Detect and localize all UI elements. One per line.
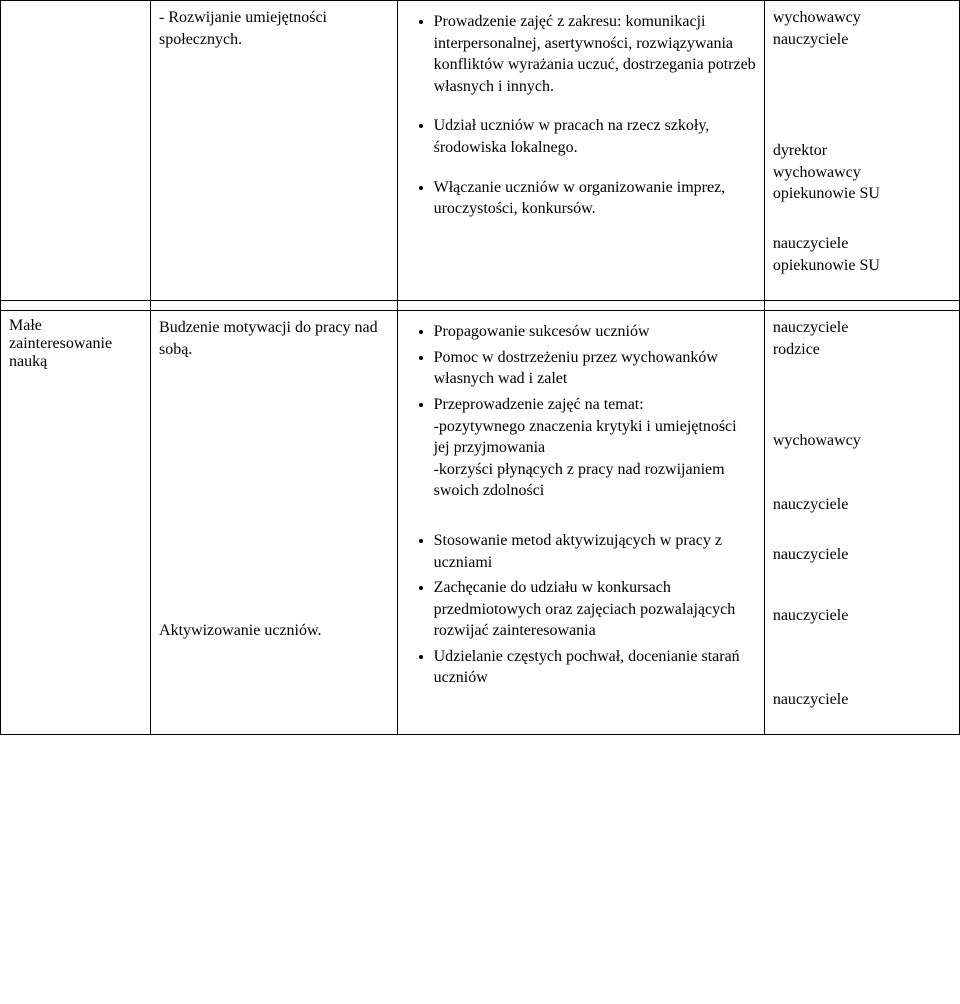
- responsible-line: rodzice: [773, 339, 951, 361]
- issue-text: Aktywizowanie uczniów.: [159, 620, 389, 642]
- action-item: Zachęcanie do udziału w konkursach przed…: [434, 577, 756, 642]
- responsible-block: nauczyciele: [773, 689, 951, 711]
- action-item: Przeprowadzenie zajęć na temat: -pozytyw…: [434, 394, 756, 502]
- responsible-block: nauczyciele: [773, 605, 951, 627]
- issue-text: - Rozwijanie umiejętności społecznych.: [159, 7, 389, 50]
- action-item: Propagowanie sukcesów uczniów: [434, 321, 756, 343]
- cell-area: Małe zainteresowanie nauką: [1, 311, 151, 735]
- responsible-block: wychowawcy: [773, 430, 951, 452]
- area-text: Małe zainteresowanie nauką: [9, 317, 142, 371]
- table-row: Małe zainteresowanie nauką Budzenie moty…: [1, 311, 960, 735]
- responsible-line: nauczyciele: [773, 544, 951, 566]
- responsible-block: nauczyciele: [773, 494, 951, 516]
- responsible-line: nauczyciele: [773, 317, 951, 339]
- responsible-line: opiekunowie SU: [773, 255, 951, 277]
- table-row: - Rozwijanie umiejętności społecznych. P…: [1, 1, 960, 301]
- responsible-line: dyrektor: [773, 140, 951, 162]
- responsible-line: nauczyciele: [773, 689, 951, 711]
- responsible-line: nauczyciele: [773, 29, 951, 51]
- action-item: Stosowanie metod aktywizujących w pracy …: [434, 530, 756, 573]
- cell-issue: - Rozwijanie umiejętności społecznych.: [151, 1, 398, 301]
- responsible-block: nauczyciele rodzice: [773, 317, 951, 360]
- responsible-line: wychowawcy: [773, 7, 951, 29]
- cell-actions: Propagowanie sukcesów uczniów Pomoc w do…: [397, 311, 764, 735]
- cell-responsible: nauczyciele rodzice wychowawcy nauczycie…: [764, 311, 959, 735]
- responsible-block: nauczyciele: [773, 544, 951, 566]
- responsible-block: dyrektor wychowawcy opiekunowie SU: [773, 140, 951, 205]
- action-list: Włączanie uczniów w organizowanie imprez…: [406, 177, 756, 220]
- spacer-row: [1, 301, 960, 311]
- action-item: Włączanie uczniów w organizowanie imprez…: [434, 177, 756, 220]
- responsible-block: nauczyciele opiekunowie SU: [773, 233, 951, 276]
- action-list: Stosowanie metod aktywizujących w pracy …: [406, 530, 756, 689]
- action-item: Prowadzenie zajęć z zakresu: komunikacji…: [434, 11, 756, 97]
- cell-actions: Prowadzenie zajęć z zakresu: komunikacji…: [397, 1, 764, 301]
- action-item: Pomoc w dostrzeżeniu przez wychowanków w…: [434, 347, 756, 390]
- responsible-line: nauczyciele: [773, 233, 951, 255]
- responsible-block: wychowawcy nauczyciele: [773, 7, 951, 50]
- cell-issue: Budzenie motywacji do pracy nad sobą. Ak…: [151, 311, 398, 735]
- responsible-line: nauczyciele: [773, 605, 951, 627]
- action-sublist: -pozytywnego znaczenia krytyki i umiejęt…: [434, 416, 756, 502]
- document-table: - Rozwijanie umiejętności społecznych. P…: [0, 0, 960, 735]
- issue-text: Budzenie motywacji do pracy nad sobą.: [159, 317, 389, 360]
- responsible-line: opiekunowie SU: [773, 183, 951, 205]
- cell-area: [1, 1, 151, 301]
- action-item-main: Przeprowadzenie zajęć na temat:: [434, 396, 644, 413]
- cell-responsible: wychowawcy nauczyciele dyrektor wychowaw…: [764, 1, 959, 301]
- action-list: Udział uczniów w pracach na rzecz szkoły…: [406, 115, 756, 158]
- action-item: Udzielanie częstych pochwał, docenianie …: [434, 646, 756, 689]
- responsible-line: wychowawcy: [773, 162, 951, 184]
- responsible-line: nauczyciele: [773, 494, 951, 516]
- action-subitem: -pozytywnego znaczenia krytyki i umiejęt…: [434, 416, 756, 459]
- action-list: Prowadzenie zajęć z zakresu: komunikacji…: [406, 11, 756, 97]
- responsible-line: wychowawcy: [773, 430, 951, 452]
- action-item: Udział uczniów w pracach na rzecz szkoły…: [434, 115, 756, 158]
- action-list: Propagowanie sukcesów uczniów Pomoc w do…: [406, 321, 756, 502]
- action-subitem: -korzyści płynących z pracy nad rozwijan…: [434, 459, 756, 502]
